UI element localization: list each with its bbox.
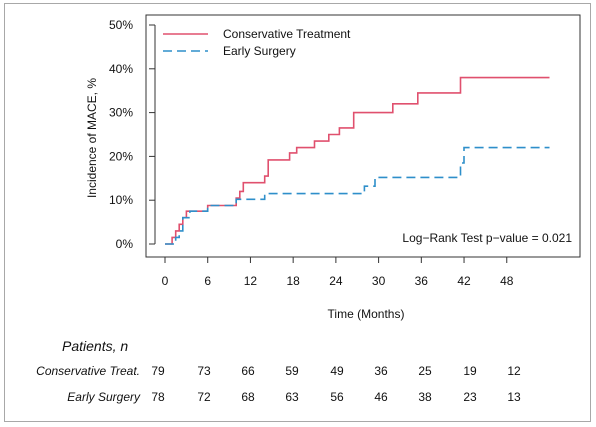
risk-count: 56 <box>330 390 344 404</box>
risk-count: 36 <box>374 364 388 378</box>
x-tick-label: 42 <box>457 274 471 288</box>
series-line-conservative-treatment <box>165 76 550 245</box>
risk-count: 63 <box>285 390 299 404</box>
risk-count: 12 <box>507 364 521 378</box>
risk-count: 38 <box>418 390 432 404</box>
risk-count: 68 <box>241 390 255 404</box>
x-tick-label: 36 <box>415 274 429 288</box>
x-tick-label: 6 <box>204 274 211 288</box>
y-tick-label: 30% <box>109 106 133 120</box>
risk-count: 66 <box>241 364 255 378</box>
x-tick-label: 18 <box>286 274 300 288</box>
risk-row-label: Conservative Treat. <box>36 364 140 378</box>
y-tick-label: 0% <box>116 237 134 251</box>
logrank-annotation: Log−Rank Test p−value = 0.021 <box>402 231 572 245</box>
risk-count: 23 <box>463 390 477 404</box>
km-chart: 0% 10% 20% 30% 40% 50% 0 6 12 18 24 30 36 42 48 Conser… <box>85 14 581 321</box>
y-axis-title: Incidence of MACE, % <box>85 78 99 198</box>
y-tick-label: 20% <box>109 149 133 163</box>
x-tick-label: 0 <box>162 274 169 288</box>
x-tick-label: 48 <box>500 274 514 288</box>
risk-count: 79 <box>151 364 165 378</box>
x-tick-label: 30 <box>372 274 386 288</box>
risk-count: 46 <box>374 390 388 404</box>
risk-count: 73 <box>197 364 211 378</box>
risk-count: 49 <box>330 364 344 378</box>
risk-count: 78 <box>151 390 165 404</box>
series-line-early-surgery <box>165 146 550 245</box>
figure-frame <box>4 3 591 422</box>
y-tick-label: 40% <box>109 62 133 76</box>
y-tick-label: 10% <box>109 193 133 207</box>
risk-row-label: Early Surgery <box>67 390 140 404</box>
x-axis-title: Time (Months) <box>328 307 405 321</box>
risk-count: 19 <box>463 364 477 378</box>
y-tick-label: 50% <box>109 18 133 32</box>
risk-count: 13 <box>507 390 521 404</box>
plot-area-border <box>145 14 581 258</box>
risk-table-heading: Patients, n <box>62 338 129 354</box>
risk-count: 59 <box>285 364 299 378</box>
x-tick-label: 24 <box>329 274 343 288</box>
x-tick-label: 12 <box>244 274 258 288</box>
risk-count: 25 <box>418 364 432 378</box>
legend-label: Conservative Treatment <box>223 27 351 41</box>
legend-label: Early Surgery <box>223 44 296 58</box>
risk-count: 72 <box>197 390 211 404</box>
